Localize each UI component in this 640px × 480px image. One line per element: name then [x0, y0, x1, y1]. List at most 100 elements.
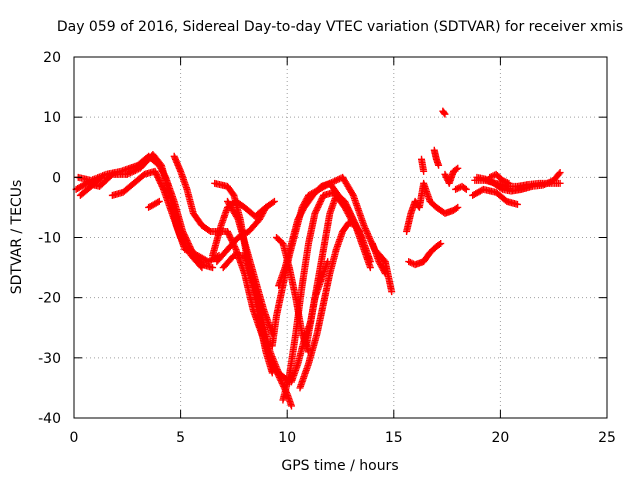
- x-tick-label: 25: [598, 430, 616, 446]
- y-tick-label: 20: [43, 50, 61, 66]
- interpolated-point: [161, 172, 169, 180]
- interpolated-point: [503, 179, 511, 187]
- interpolated-point: [323, 259, 331, 267]
- x-tick-label: 10: [278, 430, 296, 446]
- interpolated-point: [435, 241, 443, 249]
- interpolated-point: [452, 204, 460, 212]
- interpolated-point: [153, 159, 161, 167]
- interpolated-point: [366, 234, 374, 242]
- interpolated-point: [496, 183, 504, 191]
- interpolated-point: [307, 194, 315, 202]
- interpolated-point: [359, 220, 367, 228]
- interpolated-point: [424, 251, 432, 259]
- data-point: [405, 258, 413, 266]
- interpolated-point: [207, 263, 215, 271]
- interpolated-point: [430, 245, 438, 253]
- interpolated-point: [357, 232, 365, 240]
- interpolated-point: [231, 244, 239, 252]
- interpolated-point: [387, 286, 395, 294]
- interpolated-point: [158, 182, 166, 190]
- data-track-track-k: [211, 179, 276, 377]
- interpolated-point: [348, 188, 356, 196]
- data-track-track-y: [441, 164, 462, 187]
- interpolated-point: [96, 174, 104, 182]
- interpolated-point: [319, 301, 327, 309]
- interpolated-point: [451, 166, 459, 174]
- interpolated-point: [185, 249, 193, 257]
- interpolated-point: [84, 185, 92, 193]
- interpolated-point: [154, 198, 162, 206]
- x-tick-label: 0: [70, 430, 79, 446]
- x-tick-label: 15: [385, 430, 403, 446]
- interpolated-point: [189, 208, 197, 216]
- interpolated-point: [325, 271, 333, 279]
- interpolated-point: [253, 218, 261, 226]
- interpolated-point: [361, 223, 369, 231]
- interpolated-point: [298, 328, 306, 336]
- x-tick-labels: 0 5 10 15 20 25: [70, 430, 616, 446]
- interpolated-point: [347, 219, 355, 227]
- interpolated-point: [430, 201, 438, 209]
- interpolated-point: [228, 189, 236, 197]
- interpolated-point: [497, 184, 505, 192]
- y-tick-label: -30: [38, 351, 61, 367]
- interpolated-point: [332, 247, 340, 255]
- x-tick-label: 5: [176, 430, 185, 446]
- interpolated-point: [326, 211, 334, 219]
- interpolated-point: [406, 258, 414, 266]
- interpolated-point: [502, 178, 510, 186]
- interpolated-point: [419, 166, 427, 174]
- data-track-track-u: [405, 240, 445, 269]
- interpolated-point: [268, 199, 276, 207]
- interpolated-point: [196, 219, 204, 227]
- interpolated-point: [348, 190, 356, 198]
- interpolated-point: [268, 367, 276, 375]
- interpolated-point: [461, 184, 469, 192]
- interpolated-point: [364, 231, 372, 239]
- interpolated-point: [127, 182, 135, 190]
- interpolated-point: [361, 225, 369, 233]
- y-tick-label: 10: [43, 110, 61, 126]
- interpolated-point: [487, 173, 495, 181]
- interpolated-point: [260, 206, 268, 214]
- interpolated-point: [440, 108, 448, 116]
- interpolated-point: [459, 183, 467, 191]
- data-track-track-n: [279, 188, 374, 404]
- interpolated-point: [452, 165, 460, 173]
- data-point: [505, 179, 513, 187]
- data-track-track-d: [76, 173, 106, 199]
- interpolated-point: [182, 184, 190, 192]
- interpolated-point: [152, 199, 160, 207]
- data-track-track-v: [418, 155, 428, 175]
- data-track-track-x: [439, 107, 449, 118]
- axis-ticks: [73, 56, 608, 419]
- interpolated-point: [115, 168, 123, 176]
- interpolated-point: [434, 160, 442, 168]
- interpolated-point: [196, 261, 204, 269]
- interpolated-point: [363, 228, 371, 236]
- interpolated-point: [451, 205, 459, 213]
- data-track-track-r: [302, 258, 332, 350]
- y-tick-label: -40: [38, 411, 61, 427]
- interpolated-point: [232, 236, 240, 244]
- interpolated-point: [496, 174, 504, 182]
- interpolated-point: [512, 200, 520, 208]
- interpolated-point: [95, 176, 103, 184]
- interpolated-point: [276, 237, 284, 245]
- interpolated-point: [279, 283, 287, 291]
- x-axis-label: GPS time / hours: [281, 458, 398, 474]
- interpolated-point: [299, 206, 307, 214]
- interpolated-point: [366, 236, 374, 244]
- interpolated-point: [80, 181, 88, 189]
- interpolated-point: [380, 268, 388, 276]
- interpolated-point: [406, 211, 414, 219]
- interpolated-point: [554, 179, 562, 187]
- y-tick-label: 0: [52, 170, 61, 186]
- interpolated-point: [176, 232, 184, 240]
- data-track-track-ac: [473, 169, 564, 195]
- interpolated-point: [236, 214, 244, 222]
- interpolated-point: [159, 184, 167, 192]
- interpolated-point: [348, 220, 356, 228]
- interpolated-point: [537, 181, 545, 189]
